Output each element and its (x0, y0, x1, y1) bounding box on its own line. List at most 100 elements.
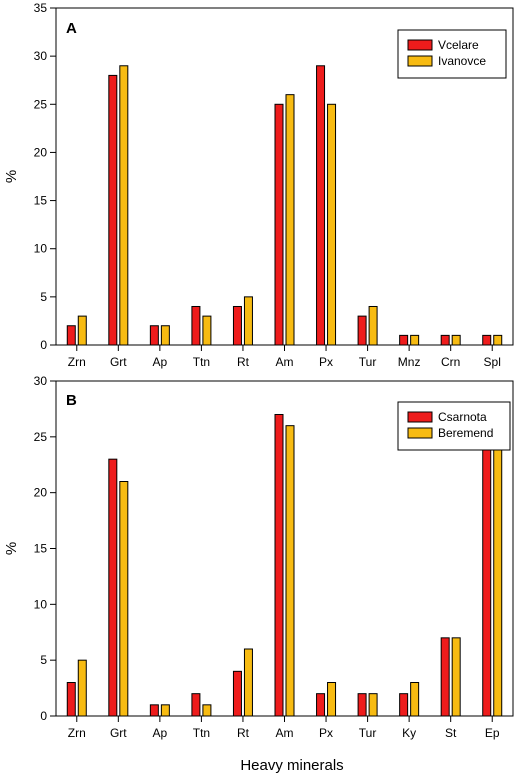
legend-swatch (407, 427, 433, 439)
legend: Vcelare Ivanovce (397, 29, 507, 79)
bar-csarnota-px (316, 693, 326, 717)
legend-swatch (407, 411, 433, 423)
x-tick-label: Rt (237, 726, 250, 740)
bar-beremend-st (451, 637, 461, 717)
x-tick-label: Zrn (68, 726, 86, 740)
x-tick-label: Am (276, 355, 294, 369)
bar-vcelare-ap (149, 325, 159, 346)
y-tick-label: 25 (34, 430, 48, 444)
x-tick-label: St (445, 726, 457, 740)
legend-box (397, 401, 511, 451)
bar-beremend-rt (243, 648, 253, 717)
bar-csarnota-grt (108, 458, 118, 717)
bar-vcelare-mnz (399, 334, 409, 346)
y-tick-label: 15 (34, 542, 48, 556)
bar-vcelare-am (274, 103, 284, 346)
bar-ivanovce-tur (368, 305, 378, 346)
bar-vcelare-crn (440, 334, 450, 346)
bar-beremend-tur (368, 693, 378, 717)
bar-beremend-ep (493, 436, 503, 717)
bar-vcelare-rt (232, 305, 242, 346)
legend-label: Csarnota (438, 410, 487, 424)
bar-vcelare-px (316, 65, 326, 346)
y-tick-label: 30 (34, 374, 48, 388)
chart-panel-a: 0 5 10 15 20 25 30 35 Zrn Grt Ap Ttn Rt Am Px Tur Mnz Crn… (3, 1, 514, 369)
legend-label: Ivanovce (438, 54, 486, 68)
bar-beremend-px (327, 682, 337, 717)
bar-ivanovce-zrn (77, 315, 87, 346)
x-tick-label: Ttn (193, 726, 210, 740)
bar-csarnota-ky (399, 693, 409, 717)
bar-ivanovce-mnz (410, 334, 420, 346)
bar-beremend-ap (160, 704, 170, 717)
bar-ivanovce-crn (451, 334, 461, 346)
legend-swatch (407, 55, 433, 67)
bar-beremend-zrn (77, 659, 87, 717)
legend-swatch (407, 39, 433, 51)
bar-ivanovce-ap (160, 325, 170, 346)
bar-csarnota-ttn (191, 693, 201, 717)
bar-vcelare-spl (482, 334, 492, 346)
y-tick-label: 25 (34, 97, 48, 111)
y-tick-label: 5 (40, 653, 47, 667)
x-tick-label: Tur (359, 355, 377, 369)
legend-label: Vcelare (438, 38, 479, 52)
bar-csarnota-tur (357, 693, 367, 717)
y-tick-label: 30 (34, 49, 48, 63)
bar-vcelare-grt (108, 74, 118, 346)
x-tick-label: Ap (153, 726, 168, 740)
y-tick-label: 10 (34, 242, 48, 256)
x-tick-label: Grt (110, 726, 127, 740)
chart-panel-b: 0 5 10 15 20 25 30 Zrn Grt Ap Ttn Rt Am Px Tur Ky St Ep% B… (3, 374, 514, 740)
y-tick-label: 35 (34, 1, 48, 15)
x-tick-label: Zrn (68, 355, 86, 369)
x-tick-label: Ep (485, 726, 500, 740)
y-tick-label: 0 (40, 709, 47, 723)
x-tick-label: Ap (153, 355, 168, 369)
bar-ivanovce-rt (243, 296, 253, 346)
x-tick-label: Px (319, 355, 333, 369)
legend-box (397, 29, 507, 79)
bar-csarnota-st (440, 637, 450, 717)
x-tick-label: Grt (110, 355, 127, 369)
bar-csarnota-am (274, 414, 284, 717)
y-tick-label: 20 (34, 486, 48, 500)
x-axis-title: Heavy minerals (240, 757, 343, 774)
bar-csarnota-ap (149, 704, 159, 717)
bar-vcelare-ttn (191, 305, 201, 346)
bar-vcelare-tur (357, 315, 367, 346)
bar-beremend-ttn (202, 704, 212, 717)
bar-beremend-grt (119, 481, 129, 717)
bar-csarnota-rt (232, 670, 242, 717)
y-tick-label: 20 (34, 145, 48, 159)
x-tick-label: Px (319, 726, 333, 740)
y-tick-label: 0 (40, 338, 47, 352)
bar-ivanovce-px (327, 103, 337, 346)
x-tick-label: Crn (441, 355, 460, 369)
bar-beremend-ky (410, 682, 420, 717)
x-tick-label: Spl (484, 355, 501, 369)
x-tick-label: Mnz (398, 355, 421, 369)
legend: Csarnota Beremend (397, 401, 511, 451)
x-tick-label: Ttn (193, 355, 210, 369)
bar-ivanovce-grt (119, 65, 129, 346)
bar-ivanovce-spl (493, 334, 503, 346)
x-tick-label: Am (276, 726, 294, 740)
bar-ivanovce-am (285, 94, 295, 346)
x-tick-label: Tur (359, 726, 377, 740)
bar-csarnota-zrn (66, 682, 76, 717)
y-tick-label: 15 (34, 194, 48, 208)
bar-vcelare-zrn (66, 325, 76, 346)
panel-label: A (66, 20, 77, 37)
legend-label: Beremend (438, 426, 493, 440)
bar-ivanovce-ttn (202, 315, 212, 346)
y-axis-title: % (3, 542, 20, 555)
bar-beremend-am (285, 425, 295, 717)
panel-label: B (66, 392, 77, 409)
x-tick-label: Ky (402, 726, 416, 740)
x-tick-label: Rt (237, 355, 250, 369)
y-tick-label: 10 (34, 597, 48, 611)
bar-csarnota-ep (482, 414, 492, 717)
y-tick-label: 5 (40, 290, 47, 304)
